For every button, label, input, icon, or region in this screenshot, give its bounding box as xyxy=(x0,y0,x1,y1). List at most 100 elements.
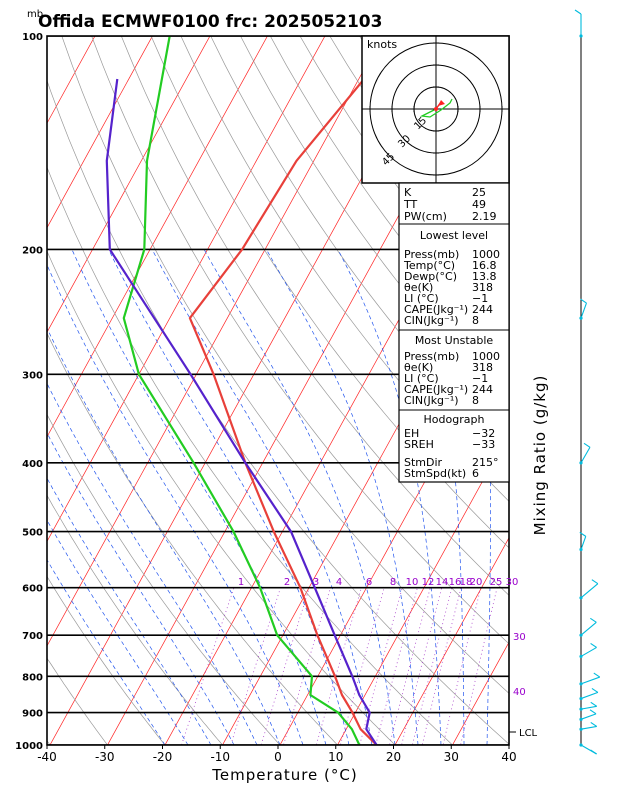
isotherm-line xyxy=(559,20,618,760)
mixing-ratio-label: 12 xyxy=(422,577,435,588)
isotherm-line xyxy=(502,20,618,760)
mixing-ratio-label: 3 xyxy=(313,577,319,588)
index-row-value: −1 xyxy=(472,292,488,305)
temperature-tick-label: 10 xyxy=(328,750,343,764)
wind-barb-staff xyxy=(580,621,597,636)
mixing-ratio-label: 20 xyxy=(470,577,483,588)
mixing-ratio-label: 30 xyxy=(506,577,519,588)
mixing-ratio-line xyxy=(283,587,331,745)
dewpoint-profile xyxy=(122,36,361,745)
hodograph-row-value: −32 xyxy=(472,427,495,440)
pressure-tick-label: 300 xyxy=(22,370,43,381)
index-row-value: 244 xyxy=(472,383,493,396)
dry-adiabat-line xyxy=(47,413,281,745)
index-row-value: 1000 xyxy=(472,248,500,261)
index-row-label: CIN(Jkg⁻¹) xyxy=(404,314,459,327)
index-row-label: LI (°C) xyxy=(404,292,439,305)
hodograph-row-label: StmDir xyxy=(404,456,443,469)
temperature-tick-label: -40 xyxy=(37,750,57,764)
pressure-tick-label: 900 xyxy=(22,709,43,720)
wind-barb-feather xyxy=(590,642,597,648)
mixing-ratio-label: 6 xyxy=(366,577,372,588)
most-unstable-heading: Most Unstable xyxy=(415,334,494,347)
dry-adiabat-line xyxy=(508,36,509,38)
index-row-value: 318 xyxy=(472,361,493,374)
index-row-label: Temp(°C) xyxy=(403,259,455,272)
mixing-ratio-label: 10 xyxy=(406,577,419,588)
hodograph: knots 15 30 45 xyxy=(361,35,510,184)
wind-barb-staff xyxy=(580,705,597,710)
theta-e-labels: 30 40 xyxy=(513,632,526,698)
hodograph-row-value: −33 xyxy=(472,438,495,451)
moist-adiabat-line xyxy=(510,249,528,745)
index-row-value: 16.8 xyxy=(472,259,497,272)
moist-adiabat-line xyxy=(108,249,350,745)
dry-adiabat-line xyxy=(47,657,108,745)
hodograph-row-label: StmSpd(kt) xyxy=(404,467,466,480)
wind-barb-feather xyxy=(580,298,587,304)
hodograph-row-label: SREH xyxy=(404,438,434,451)
wind-barb-feather xyxy=(591,579,599,585)
wind-barb-feather xyxy=(590,749,597,755)
index-row-label: Dewp(°C) xyxy=(404,270,457,283)
index-row-value: 8 xyxy=(472,394,479,407)
index-row-value: 8 xyxy=(472,314,479,327)
dry-adiabat-line xyxy=(210,36,509,457)
hodograph-row-value: 6 xyxy=(472,467,479,480)
moist-adiabat-line xyxy=(265,249,419,745)
mixing-ratio-line xyxy=(230,587,281,745)
index-k-value: 25 xyxy=(472,186,486,199)
wind-profile xyxy=(574,9,601,755)
mixing-ratio-label: 14 xyxy=(436,577,449,588)
pressure-tick-label: 100 xyxy=(22,32,43,43)
index-row-label: θe(K) xyxy=(404,361,433,374)
pressure-tick-label: 700 xyxy=(22,631,43,642)
wind-barb-staff xyxy=(580,583,599,599)
moist-adiabat-line xyxy=(47,382,258,745)
chart-title: Offida ECMWF0100 frc: 2025052103 xyxy=(38,12,382,32)
mixing-ratio-label: 16 xyxy=(449,577,462,588)
temperature-tick-label: 0 xyxy=(274,750,282,764)
index-row-value: 13.8 xyxy=(472,270,497,283)
hodograph-unit: knots xyxy=(367,38,397,51)
moist-adiabat-line xyxy=(47,264,304,745)
mixing-ratio-label: 25 xyxy=(490,577,503,588)
moist-adiabat-line xyxy=(47,519,189,745)
isotherm-line xyxy=(47,36,153,229)
hodograph-row-label: EH xyxy=(404,427,419,440)
index-pw-value: 2.19 xyxy=(472,210,497,223)
lcl-label: LCL xyxy=(519,728,538,739)
index-row-label: CAPE(Jkg⁻¹) xyxy=(404,303,468,316)
wind-barb-feather xyxy=(583,442,591,448)
mixing-ratio-line xyxy=(315,587,362,745)
dry-adiabat-line xyxy=(47,575,166,745)
pressure-tick-label: 200 xyxy=(22,245,43,256)
background-grid xyxy=(0,20,618,760)
mixing-ratio-line xyxy=(421,587,462,745)
pressure-tick-label: 500 xyxy=(22,528,43,539)
dry-adiabat-line xyxy=(61,36,509,694)
lowest-level-heading: Lowest level xyxy=(420,229,488,242)
isotherm-line xyxy=(0,20,46,760)
hodograph-trace xyxy=(419,98,453,118)
wind-barb-feather xyxy=(589,709,597,715)
temperature-tick-label: 40 xyxy=(501,750,516,764)
pressure-axis: 100 200 300 400 500 600 700 800 900 1000 xyxy=(15,32,43,752)
dry-adiabat-line xyxy=(47,166,454,745)
mixing-ratio-line xyxy=(401,587,443,745)
wind-barb-staff xyxy=(580,676,600,685)
wind-barb-feather xyxy=(590,701,598,707)
dry-adiabat-line xyxy=(180,36,509,502)
wind-barb-feather xyxy=(590,617,597,623)
mixing-ratio-line xyxy=(411,587,453,745)
index-row-label: CAPE(Jkg⁻¹) xyxy=(404,383,468,396)
moist-adiabat-line xyxy=(47,559,166,745)
index-row-label: Press(mb) xyxy=(404,350,459,363)
temperature-profile xyxy=(188,36,401,745)
x-axis-label: Temperature (°C) xyxy=(211,766,357,784)
index-k-label: K xyxy=(404,186,412,199)
mixing-ratio-label: 18 xyxy=(460,577,473,588)
temperature-tick-label: -20 xyxy=(153,750,173,764)
